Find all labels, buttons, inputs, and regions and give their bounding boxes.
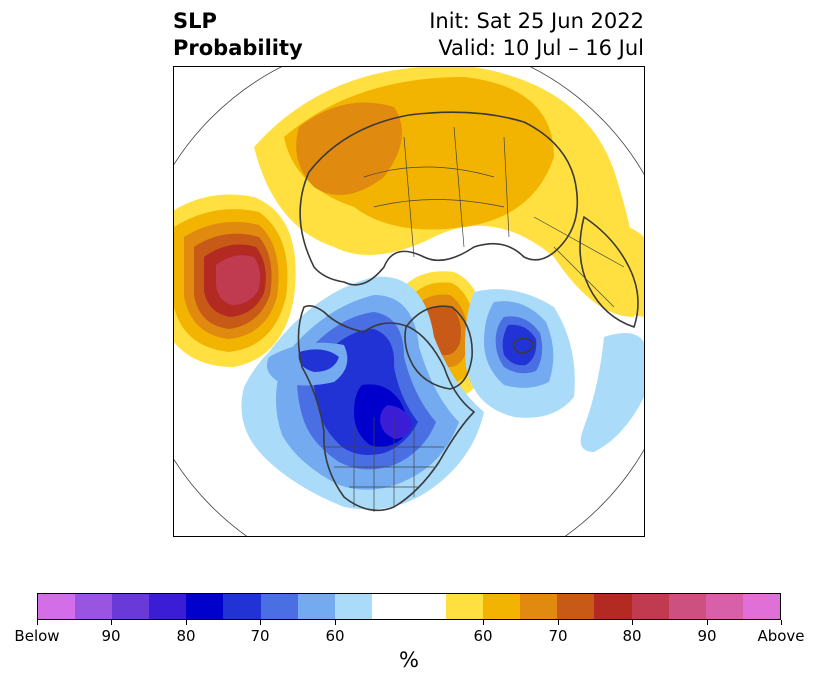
colorbar-segment [520,594,558,619]
probability-colorbar [37,593,781,620]
coastlines [297,111,639,512]
shade-above-siberia [254,67,637,317]
colorbar-tick-label: Above [757,627,805,645]
colorbar-tick [483,620,484,625]
title-variable: SLP [173,9,217,33]
colorbar-segment [742,594,780,619]
colorbar-tick [260,620,261,625]
colorbar-tick [558,620,559,625]
colorbar-tick-label: 80 [176,627,196,645]
valid-range: Valid: 10 Jul – 16 Jul [438,36,644,60]
colorbar-segment [112,594,150,619]
colorbar-segment [668,594,706,619]
colorbar-tick [111,620,112,625]
probability-map [173,66,645,537]
colorbar-tick-label: 60 [473,627,493,645]
init-date: Init: Sat 25 Jun 2022 [429,9,644,33]
colorbar-segment [408,594,447,619]
colorbar-segment [149,594,187,619]
colorbar-segment [38,594,76,619]
colorbar-tick [632,620,633,625]
colorbar-segment [223,594,261,619]
colorbar-tick [186,620,187,625]
map-dates: Init: Sat 25 Jun 2022 Valid: 10 Jul – 16… [429,8,644,62]
colorbar-tick [37,620,38,625]
map-title: SLP Probability [173,8,303,62]
colorbar-segment [371,594,409,619]
colorbar-tick-label: 60 [325,627,345,645]
colorbar-tick-label: 90 [697,627,717,645]
colorbar-tick [335,620,336,625]
colorbar-segment [260,594,298,619]
colorbar-segment [631,594,669,619]
shade-above-pacific [174,194,296,367]
colorbar-segment [186,594,224,619]
colorbar-tick-label: 80 [622,627,642,645]
colorbar-tick-label: 90 [101,627,121,645]
colorbar-tick-label: Below [14,627,60,645]
colorbar-segment [483,594,521,619]
colorbar-tick-label: 70 [250,627,270,645]
title-product: Probability [173,36,303,60]
colorbar-tick [707,620,708,625]
colorbar-segment [594,594,632,619]
shade-below-alaska [266,342,348,386]
country-borders [324,126,625,512]
colorbar-segment [75,594,113,619]
colorbar-segment [446,594,484,619]
colorbar-segment [297,594,335,619]
colorbar-segment [557,594,595,619]
colorbar-segment [334,594,372,619]
colorbar-unit-label: % [399,648,419,672]
colorbar-tick [781,620,782,625]
colorbar-tick-label: 70 [548,627,568,645]
map-canvas [174,67,644,536]
colorbar-segment [705,594,743,619]
